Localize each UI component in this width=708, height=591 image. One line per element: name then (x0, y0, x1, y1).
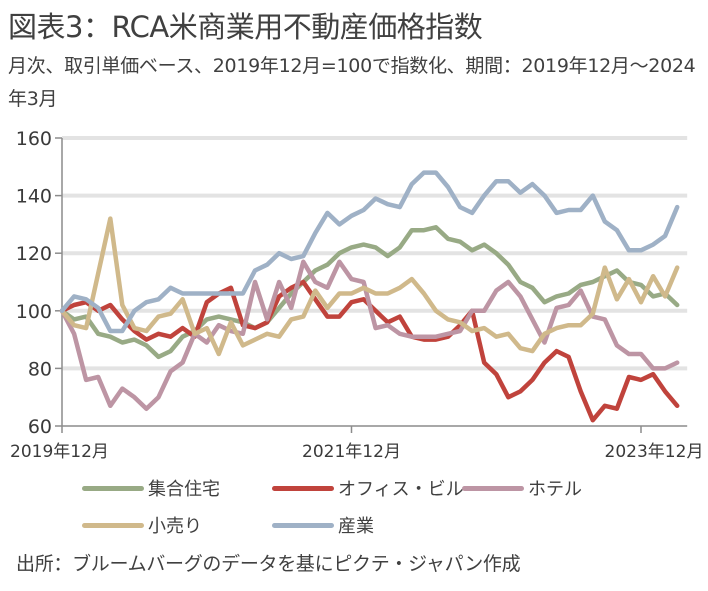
legend-swatch (462, 485, 524, 491)
legend-item-retail: 小売り (82, 512, 202, 538)
y-tick-label: 60 (28, 416, 52, 438)
legend-swatch (82, 522, 144, 528)
series-line-0 (59, 225, 680, 360)
legend-swatch (82, 485, 144, 491)
y-tick-label: 80 (28, 358, 52, 380)
series-line-3 (59, 216, 680, 357)
series-line-4 (59, 170, 680, 334)
legend: 集合住宅 オフィス・ビル ホテル 小売り 産業 (0, 470, 708, 540)
y-tick-label: 100 (16, 301, 52, 323)
y-tick-label: 120 (16, 243, 52, 265)
legend-item-office: オフィス・ビル (272, 475, 464, 501)
gridlines (62, 136, 688, 371)
series-line-2 (59, 259, 680, 411)
legend-item-industrial: 産業 (272, 512, 374, 538)
x-tick-label: 2021年12月 (302, 442, 401, 462)
series-lines (59, 170, 680, 423)
x-tick-label: 2023年12月 (605, 442, 704, 462)
y-axis: 60 80 100 120 140 160 (16, 128, 63, 438)
legend-label: 産業 (338, 516, 374, 537)
x-axis: 2019年12月 2021年12月 2023年12月 (10, 425, 704, 462)
legend-item-hotel: ホテル (462, 475, 582, 501)
legend-label: 小売り (148, 516, 202, 537)
legend-label: 集合住宅 (148, 479, 220, 500)
legend-swatch (272, 485, 334, 491)
legend-swatch (272, 522, 334, 528)
y-tick-label: 160 (16, 128, 52, 150)
chart-subtitle: 月次、取引単価ベース、2019年12月=100で指数化、期間：2019年12月～… (8, 55, 696, 110)
y-tick-label: 140 (16, 186, 52, 208)
legend-label: オフィス・ビル (338, 479, 464, 500)
line-chart: 60 80 100 120 140 160 2019年12月 2021年12月 2023年12… (10, 128, 704, 462)
source-note: 出所：ブルームバーグのデータを基にピクテ・ジャパン作成 (16, 553, 521, 575)
x-tick-label: 2019年12月 (10, 442, 109, 462)
legend-item-apartment: 集合住宅 (82, 475, 220, 501)
chart-title: 図表3：RCA米商業用不動産価格指数 (8, 10, 483, 44)
legend-label: ホテル (528, 479, 582, 500)
